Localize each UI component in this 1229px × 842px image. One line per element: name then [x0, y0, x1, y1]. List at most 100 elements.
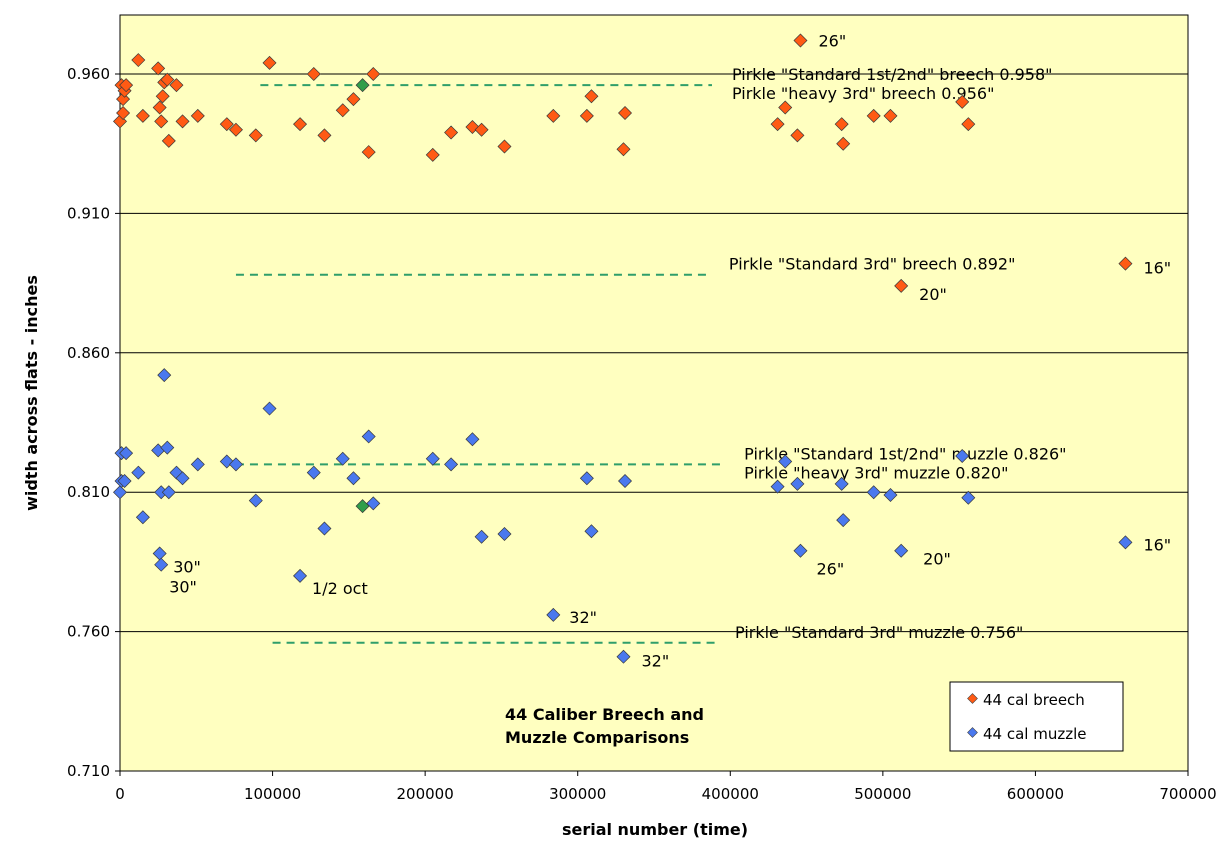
breech-point: [135, 108, 150, 123]
muzzle-point: [161, 485, 176, 500]
legend-label-muzzle: 44 cal muzzle: [983, 725, 1087, 743]
point-annotation: 32": [641, 652, 669, 671]
x-tick-label: 400000: [702, 785, 759, 803]
breech-point: [293, 117, 308, 132]
breech-point: [155, 89, 170, 104]
breech-point: [894, 278, 909, 293]
point-annotation: 20": [919, 285, 947, 304]
x-tick-labels: 0 100000 200000 300000 400000 500000 600000 700…: [115, 785, 1216, 803]
muzzle-point: [497, 527, 512, 542]
x-tick-label: 600000: [1007, 785, 1064, 803]
muzzle-point: [444, 457, 459, 472]
muzzle-point: [154, 557, 169, 572]
legend-marker-muzzle: [967, 727, 978, 738]
point-annotation: 16": [1143, 535, 1171, 554]
point-annotations: 26" 16" 20" 30"30" 1/2 oct 26" 20" 16" 32" 32": [169, 32, 1171, 671]
muzzle-point: [248, 493, 263, 508]
reference-label: Pirkle "Standard 1st/2nd" breech 0.958": [732, 65, 1053, 84]
y-tick-label: 0.710: [67, 762, 110, 780]
point-annotation: 26": [816, 560, 844, 579]
breech-point: [778, 100, 793, 115]
breech-point: [131, 53, 146, 68]
x-tick-label: 700000: [1159, 785, 1216, 803]
muzzle-point: [157, 368, 172, 383]
plot-area: [119, 14, 1189, 772]
breech-point: [584, 89, 599, 104]
y-axis-title: width across flats - inches: [22, 275, 41, 511]
muzzle-point: [866, 485, 881, 500]
breech-point: [961, 117, 976, 132]
breech-point: [790, 128, 805, 143]
breech-point: [262, 55, 277, 70]
breech-point: [154, 114, 169, 129]
muzzle-point: [770, 479, 785, 494]
legend-label-breech: 44 cal breech: [983, 691, 1085, 709]
muzzle-point: [160, 440, 175, 455]
breech-point: [228, 122, 243, 137]
muzzle-point: [119, 446, 134, 461]
y-tick-label: 0.960: [67, 65, 110, 83]
muzzle-point: [465, 432, 480, 447]
breech-point: [248, 128, 263, 143]
y-tick-label: 0.760: [67, 623, 110, 641]
y-tick-label: 0.810: [67, 483, 110, 501]
breech-point: [161, 133, 176, 148]
point-annotation: 26": [818, 32, 846, 51]
breech-point: [955, 94, 970, 109]
breech-point: [497, 139, 512, 154]
muzzle-point: [131, 465, 146, 480]
point-annotation: 20": [923, 550, 951, 569]
muzzle-point: [790, 476, 805, 491]
breech-point: [793, 33, 808, 48]
chart-title-line-2: Muzzle Comparisons: [505, 728, 689, 747]
muzzle-point: [793, 543, 808, 558]
data-points: [113, 33, 1133, 664]
breech-point: [190, 108, 205, 123]
legend: 44 cal breech 44 cal muzzle: [949, 681, 1124, 752]
muzzle-point: [113, 485, 127, 500]
muzzle-point: [262, 401, 277, 416]
breech-point: [169, 78, 184, 93]
muzzle-point: [175, 471, 190, 486]
breech-point: [546, 108, 561, 123]
point-annotation: 16": [1143, 259, 1171, 278]
breech-point: [444, 125, 459, 140]
breech-point: [219, 117, 234, 132]
muzzle-point: [584, 524, 599, 539]
muzzle-point: [366, 496, 381, 511]
muzzle-point: [1118, 535, 1133, 550]
reference-label: Pirkle "Standard 3rd" breech 0.892": [729, 255, 1016, 274]
breech-point: [306, 67, 321, 81]
muzzle-point: [546, 607, 561, 622]
breech-point: [151, 61, 166, 76]
muzzle-point: [425, 451, 440, 466]
y-tick-label: 0.860: [67, 344, 110, 362]
breech-point: [346, 92, 361, 107]
x-tick-label: 500000: [854, 785, 911, 803]
muzzle-point: [335, 451, 350, 466]
muzzle-point: [834, 476, 849, 491]
muzzle-point: [955, 448, 970, 463]
muzzle-point: [883, 487, 898, 502]
muzzle-point: [135, 510, 150, 525]
x-tick-label: 0: [115, 785, 125, 803]
point-annotation: 1/2 oct: [312, 579, 368, 598]
breech-point: [335, 103, 350, 118]
breech-point: [1118, 256, 1133, 271]
x-tick-label: 300000: [549, 785, 606, 803]
breech-point: [883, 108, 898, 123]
breech-point: [425, 147, 440, 162]
muzzle-point: [616, 649, 631, 664]
muzzle-point: [293, 568, 308, 583]
breech-point: [770, 117, 785, 132]
breech-point: [834, 117, 849, 132]
muzzle-point: [618, 474, 633, 489]
highlighted-point: [355, 499, 370, 514]
reference-label: Pirkle "Standard 1st/2nd" muzzle 0.826": [744, 444, 1066, 463]
reference-labels: Pirkle "Standard 1st/2nd" breech 0.958" P…: [729, 65, 1067, 642]
muzzle-point: [346, 471, 361, 486]
reference-lines: [235, 84, 725, 644]
breech-point: [366, 67, 381, 81]
highlighted-point: [355, 78, 370, 93]
